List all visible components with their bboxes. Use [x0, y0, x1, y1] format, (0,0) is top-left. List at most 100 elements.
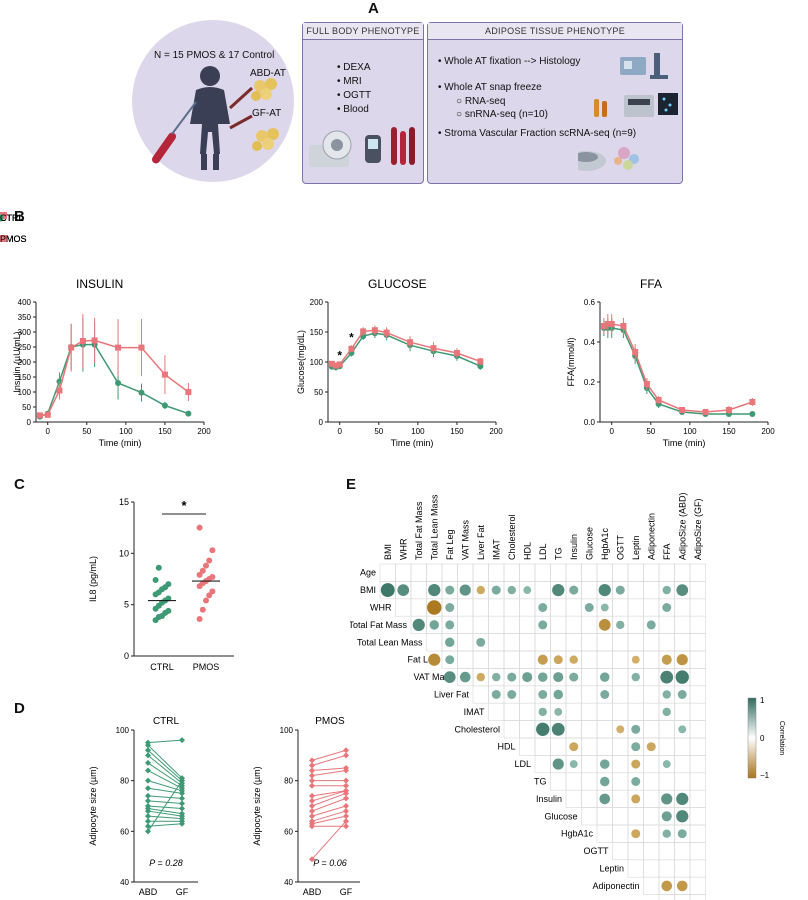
heatmap-cell [426, 563, 443, 582]
y-tick-label: 0 [27, 418, 32, 427]
heatmap-cell [689, 563, 706, 582]
positive-correlation-dot [554, 707, 563, 716]
heatmap-cell [503, 650, 520, 669]
positive-correlation-dot [631, 724, 641, 734]
data-point-pmos [56, 387, 63, 394]
data-point-abd [309, 777, 315, 784]
heatmap-cell [395, 563, 412, 582]
pair-line [311, 820, 347, 860]
heatmap-cell [503, 720, 520, 739]
data-point-abd [309, 803, 315, 809]
heatmap-cell [643, 807, 660, 826]
heatmap-cell [658, 894, 675, 900]
data-point-pmos [643, 381, 650, 387]
pair-line [147, 787, 183, 794]
sequencing-data-icon [658, 93, 678, 115]
positive-correlation-dot [662, 603, 672, 612]
heatmap-cell [488, 615, 505, 634]
heatmap-cell [643, 772, 660, 791]
y-tick-label: 200 [310, 298, 324, 307]
heatmap-cell [643, 842, 660, 861]
adipose-subitem: ○ snRNA-seq (n=10) [456, 109, 548, 120]
data-point-pmos [679, 407, 686, 413]
heatmap-cell [612, 842, 629, 861]
slide-icon [620, 57, 646, 75]
heatmap-cell [581, 615, 598, 634]
x-tick-label: 150 [158, 427, 172, 436]
heatmap-cell [612, 772, 629, 791]
woman-figure-icon [190, 66, 230, 170]
heatmap-cell [534, 737, 551, 756]
x-axis-label: Time (min) [663, 438, 706, 448]
data-point-gf [343, 782, 349, 789]
heatmap-cell [581, 789, 598, 808]
data-point-pmos [725, 407, 732, 413]
data-point-abd [309, 813, 315, 820]
heatmap-cell [581, 807, 598, 826]
row-label: OGTT [584, 846, 609, 856]
blood-tubes-icon [391, 127, 415, 165]
heatmap-cell [488, 633, 505, 652]
legend-label-pmos: PMOS [0, 234, 27, 244]
positive-correlation-dot [631, 672, 640, 682]
heatmap-cell [658, 720, 675, 739]
heatmap-cell [472, 650, 489, 669]
heatmap-cell [565, 615, 582, 634]
il8-chart: 0 5 10 15 IL8 (pg/mL) CTRL PMOS * [88, 497, 234, 672]
heatmap-cell [410, 563, 427, 582]
positive-correlation-dot [677, 829, 687, 839]
adipose-item: • Whole AT fixation --> Histology [438, 56, 581, 67]
column-label: IMAT [491, 539, 501, 560]
heatmap-cell [643, 650, 660, 669]
positive-correlation-dot [507, 690, 517, 699]
negative-correlation-dot [676, 880, 688, 892]
row-label: Total Lean Mass [357, 637, 423, 647]
heatmap-cell [581, 685, 598, 704]
tubes-icon [594, 99, 607, 117]
heatmap-cell [689, 668, 706, 687]
data-point-abd [309, 757, 315, 764]
data-point-ctrl [749, 411, 756, 417]
y-tick-label: 100 [116, 726, 130, 735]
data-point-abd [145, 759, 151, 766]
pair-line [147, 823, 183, 827]
y-tick-label: 0 [319, 418, 324, 427]
x-tick-label: CTRL [150, 662, 174, 672]
heatmap-cell [643, 702, 660, 721]
heatmap-cell [410, 581, 427, 600]
positive-correlation-dot [523, 586, 532, 595]
data-point-gf [179, 737, 185, 744]
data-point-pmos [68, 344, 75, 351]
heatmap-cell [534, 581, 551, 600]
positive-correlation-dot [678, 725, 687, 734]
heatmap-cell [612, 807, 629, 826]
pair-line [147, 749, 183, 782]
heatmap-cell [674, 737, 691, 756]
blood-tube-icon [151, 101, 197, 164]
data-point-gf [343, 823, 349, 830]
heatmap-cell [627, 685, 644, 704]
positive-correlation-dot [445, 637, 455, 648]
data-point-pmos [161, 371, 168, 378]
data-point-gf [343, 803, 349, 809]
pair-line [311, 810, 347, 822]
heatmap-cell [565, 702, 582, 721]
y-tick-label: 250 [18, 343, 32, 352]
lab-equipment-illustration [578, 53, 678, 171]
insulin-chart: INSULIN 0 50 100 150 200 250 300 350 400 0 50 100 150… [0, 212, 211, 448]
full-body-item: • DEXA [337, 62, 371, 73]
data-point-abd [145, 797, 151, 804]
microscope-icon [650, 53, 668, 79]
legend-label-ctrl: CTRL [0, 213, 24, 223]
y-tick-label: 10 [119, 548, 129, 558]
data-point-pmos [138, 344, 145, 351]
data-point-abd [309, 772, 315, 779]
data-point-pmos [196, 616, 203, 623]
column-label: Total Fat Mass [414, 501, 424, 560]
heatmap-cell [565, 720, 582, 739]
x-tick-label: 100 [683, 427, 697, 436]
y-axis-label: Adipocyte size (µm) [252, 766, 262, 845]
data-point-abd [145, 792, 151, 799]
x-tick-label: 100 [119, 427, 133, 436]
negative-correlation-dot [476, 672, 485, 682]
